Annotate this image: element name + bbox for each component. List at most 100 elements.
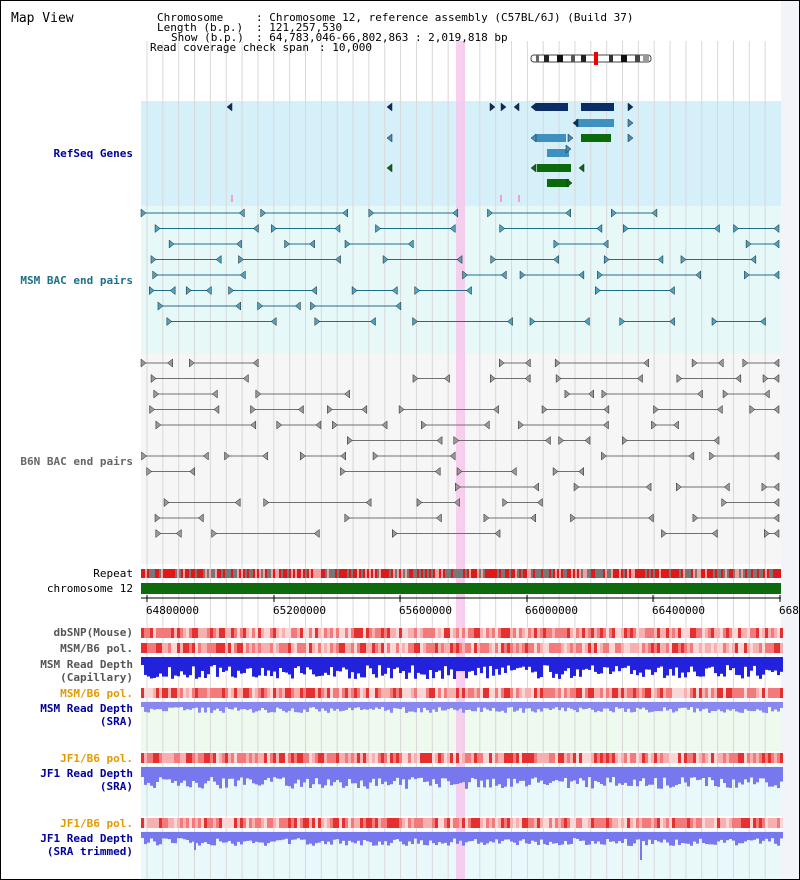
- chromosome-ideogram[interactable]: [530, 52, 652, 65]
- msm-read-depth-capillary-label[interactable]: MSM Read Depth: [40, 658, 133, 671]
- depth-bar: [666, 702, 669, 711]
- repeat-segment: [595, 569, 597, 578]
- jf1-b6-pol-label[interactable]: JF1/B6 pol.: [60, 752, 133, 765]
- depth-bar: [537, 702, 540, 710]
- jf1-read-depth-sra-label[interactable]: JF1 Read Depth: [40, 767, 133, 780]
- heatmap-cell: [342, 643, 345, 653]
- heatmap-cell: [468, 753, 471, 763]
- depth-bar: [717, 657, 720, 677]
- depth-bar: [561, 832, 564, 845]
- repeat-segment: [559, 569, 561, 578]
- feature-arrow: [395, 301, 402, 311]
- heatmap-cell: [312, 753, 315, 763]
- depth-bar: [594, 702, 597, 713]
- heatmap-cell: [447, 818, 450, 828]
- heatmap-cell: [357, 643, 360, 653]
- repeat-segment: [225, 569, 227, 578]
- heatmap-cell: [510, 818, 513, 828]
- repeat-segment: [201, 569, 203, 578]
- heatmap-cell: [498, 688, 501, 698]
- ideogram-band: [571, 55, 575, 62]
- heatmap-cell: [660, 628, 663, 638]
- depth-bar: [513, 832, 516, 843]
- depth-bar: [456, 702, 459, 711]
- msm-b6-pol-sra-label[interactable]: MSM/B6 pol.: [60, 687, 133, 700]
- depth-bar: [174, 832, 177, 844]
- heatmap-cell: [228, 688, 231, 698]
- msm-bac-label[interactable]: MSM BAC end pairs: [20, 274, 133, 287]
- feature-arrow: [691, 358, 698, 368]
- depth-bar: [201, 657, 204, 671]
- depth-bar: [501, 657, 504, 668]
- refseq-genes-label[interactable]: RefSeq Genes: [53, 147, 133, 160]
- heatmap-cell: [261, 818, 264, 828]
- b6n-bac-label[interactable]: B6N BAC end pairs: [20, 455, 133, 468]
- depth-bar: [465, 657, 468, 679]
- msm-b6-pol-label[interactable]: MSM/B6 pol.: [60, 642, 133, 655]
- heatmap-cell: [270, 643, 273, 653]
- heatmap-cell: [438, 688, 441, 698]
- repeat-track[interactable]: [141, 569, 781, 578]
- depth-bar: [549, 702, 552, 710]
- repeat-segment: [727, 569, 729, 578]
- heatmap-cell: [549, 818, 552, 828]
- depth-bar: [417, 832, 420, 844]
- feature-arrow: [344, 513, 351, 523]
- heatmap-cell: [459, 628, 462, 638]
- depth-bar: [342, 767, 345, 788]
- heatmap-cell: [777, 643, 780, 653]
- repeat-segment: [321, 569, 323, 578]
- heatmap-cell: [621, 753, 624, 763]
- repeat-segment: [621, 569, 623, 578]
- heatmap-cell: [417, 688, 420, 698]
- depth-bar: [192, 702, 195, 709]
- heatmap-cell: [471, 818, 474, 828]
- b6n-bac-track[interactable]: [140, 358, 780, 539]
- heatmap-cell: [315, 753, 318, 763]
- heatmap-cell: [414, 628, 417, 638]
- refseq-genes-track[interactable]: [226, 102, 634, 202]
- heatmap-cell: [339, 688, 342, 698]
- feature-arrow: [721, 497, 728, 508]
- depth-bar: [723, 702, 726, 713]
- heatmap-cell: [573, 753, 576, 763]
- depth-bar: [288, 832, 291, 844]
- feature-arrow: [651, 420, 657, 430]
- heatmap-cell: [450, 688, 453, 698]
- depth-bar: [369, 832, 372, 843]
- repeat-segment: [153, 569, 155, 578]
- depth-bar: [159, 767, 162, 778]
- heatmap-cell: [546, 818, 549, 828]
- chromosome-bar: [141, 583, 781, 594]
- heatmap-cell: [198, 643, 201, 653]
- depth-bar: [705, 702, 708, 709]
- heatmap-cell: [720, 628, 723, 638]
- heatmap-cell: [654, 643, 657, 653]
- repeat-segment: [155, 569, 157, 578]
- depth-bar: [456, 657, 459, 672]
- depth-bar: [576, 657, 579, 670]
- depth-bar: [216, 657, 219, 677]
- msm-read-depth-sra-label[interactable]: MSM Read Depth: [40, 702, 133, 715]
- feature-arrow: [524, 373, 531, 384]
- depth-bar: [678, 767, 681, 784]
- heatmap-cell: [750, 628, 753, 638]
- heatmap-cell: [306, 688, 309, 698]
- depth-bar: [648, 832, 651, 840]
- repeat-segment: [369, 569, 371, 578]
- feature-arrow: [490, 254, 497, 265]
- dbsnp-label[interactable]: dbSNP(Mouse): [53, 626, 133, 639]
- heatmap-cell: [156, 818, 159, 828]
- heatmap-cell: [462, 818, 465, 828]
- jf1-read-depth-trimmed-label[interactable]: JF1 Read Depth: [40, 832, 133, 845]
- depth-bar: [450, 657, 453, 670]
- heatmap-cell: [729, 643, 732, 653]
- depth-bar: [696, 832, 699, 844]
- depth-bar: [636, 832, 639, 840]
- jf1-b6-pol-2-label[interactable]: JF1/B6 pol.: [60, 817, 133, 830]
- depth-bar: [570, 702, 573, 709]
- msm-bac-track[interactable]: [140, 208, 780, 327]
- heatmap-cell: [318, 628, 321, 638]
- heatmap-cell: [348, 643, 351, 653]
